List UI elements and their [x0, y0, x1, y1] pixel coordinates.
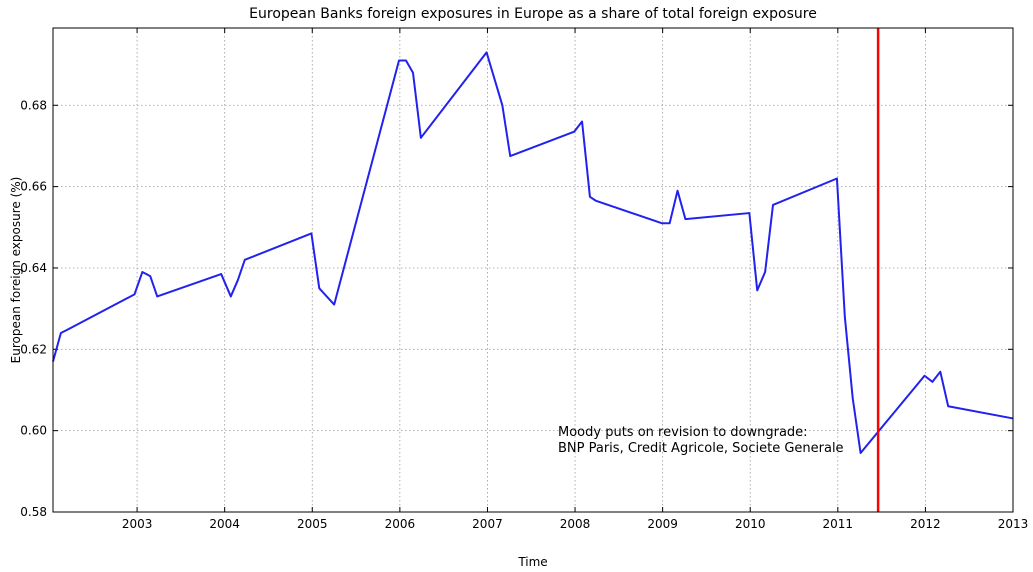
x-tick-label: 2007: [472, 517, 503, 531]
x-tick-label: 2008: [560, 517, 591, 531]
x-tick-label: 2005: [297, 517, 328, 531]
x-tick-label: 2010: [735, 517, 766, 531]
data-line: [52, 51, 1014, 455]
annotation: BNP Paris, Credit Agricole, Societe Gene…: [558, 441, 844, 456]
chart-title: European Banks foreign exposures in Euro…: [249, 6, 817, 22]
x-tick-label: 2009: [647, 517, 678, 531]
x-axis-label: Time: [517, 555, 547, 569]
x-tick-label: 2006: [385, 517, 416, 531]
x-tick-label: 2011: [823, 517, 854, 531]
y-tick-label: 0.64: [20, 261, 47, 275]
x-tick-label: 2004: [209, 517, 240, 531]
y-tick-label: 0.68: [20, 98, 47, 112]
y-tick-label: 0.60: [20, 424, 47, 438]
y-axis-label: European foreign exposure (%): [9, 177, 23, 364]
y-tick-label: 0.62: [20, 342, 47, 356]
y-tick-label: 0.58: [20, 505, 47, 519]
y-tick-label: 0.66: [20, 180, 47, 194]
x-tick-label: 2012: [910, 517, 941, 531]
x-tick-label: 2013: [998, 517, 1029, 531]
annotation: Moody puts on revision to downgrade:: [558, 425, 808, 440]
plot-frame: [52, 27, 1014, 513]
x-tick-label: 2003: [122, 517, 153, 531]
